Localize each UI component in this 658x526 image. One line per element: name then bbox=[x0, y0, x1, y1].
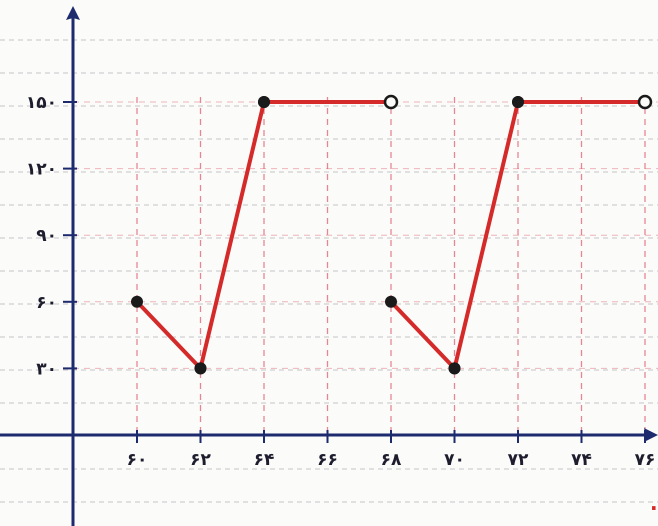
x-tick-label: ۶۰ bbox=[127, 450, 148, 470]
data-series bbox=[135, 100, 647, 371]
x-tick-label: ۶۲ bbox=[190, 450, 211, 470]
x-tick-label: ۶۸ bbox=[381, 450, 402, 470]
series-segment bbox=[389, 299, 457, 371]
y-tick-label: ۱۲۰ bbox=[26, 160, 57, 180]
x-tick-label: ۶۶ bbox=[317, 450, 338, 470]
y-tick-label: ۶۰ bbox=[36, 293, 57, 313]
closed-point bbox=[385, 295, 397, 308]
y-tick-label: ۱۵۰ bbox=[26, 93, 57, 113]
closed-point bbox=[194, 362, 207, 375]
y-axis-arrow bbox=[66, 6, 80, 20]
x-tick-label: ۷۰ bbox=[444, 450, 465, 470]
axes bbox=[0, 6, 658, 526]
ticks: ۳۰ ۶۰ ۹۰ ۱۲۰ ۱۵۰ ۶۰ ۶۲ ۶۴ ۶۶ ۶۸ ۷۰ ۷۲ ۷۴ ۷۶ bbox=[26, 93, 656, 470]
x-tick-label: ۷۴ bbox=[571, 450, 592, 470]
closed-point bbox=[448, 362, 461, 375]
caption: ت طلا در سال ۷۲ برابر ۱۵۰ دلار می باشد. bbox=[650, 491, 658, 515]
x-tick-label: ۷۲ bbox=[508, 450, 529, 470]
closed-point bbox=[258, 96, 270, 108]
open-point bbox=[383, 94, 399, 110]
y-tick-label: ۹۰ bbox=[36, 226, 57, 246]
series-segment bbox=[135, 299, 203, 371]
x-tick-label: ۷۶ bbox=[635, 450, 656, 470]
x-axis-arrow bbox=[644, 428, 658, 442]
y-tick-label: ۳۰ bbox=[36, 359, 57, 379]
data-points bbox=[131, 94, 653, 375]
open-point bbox=[637, 94, 653, 110]
series-segment bbox=[452, 100, 520, 371]
x-tick-label: ۶۴ bbox=[254, 450, 275, 470]
series-segment bbox=[198, 100, 266, 371]
grid-lines bbox=[0, 39, 658, 503]
closed-point bbox=[131, 295, 143, 308]
closed-point bbox=[512, 96, 524, 108]
guide-lines bbox=[73, 97, 658, 435]
